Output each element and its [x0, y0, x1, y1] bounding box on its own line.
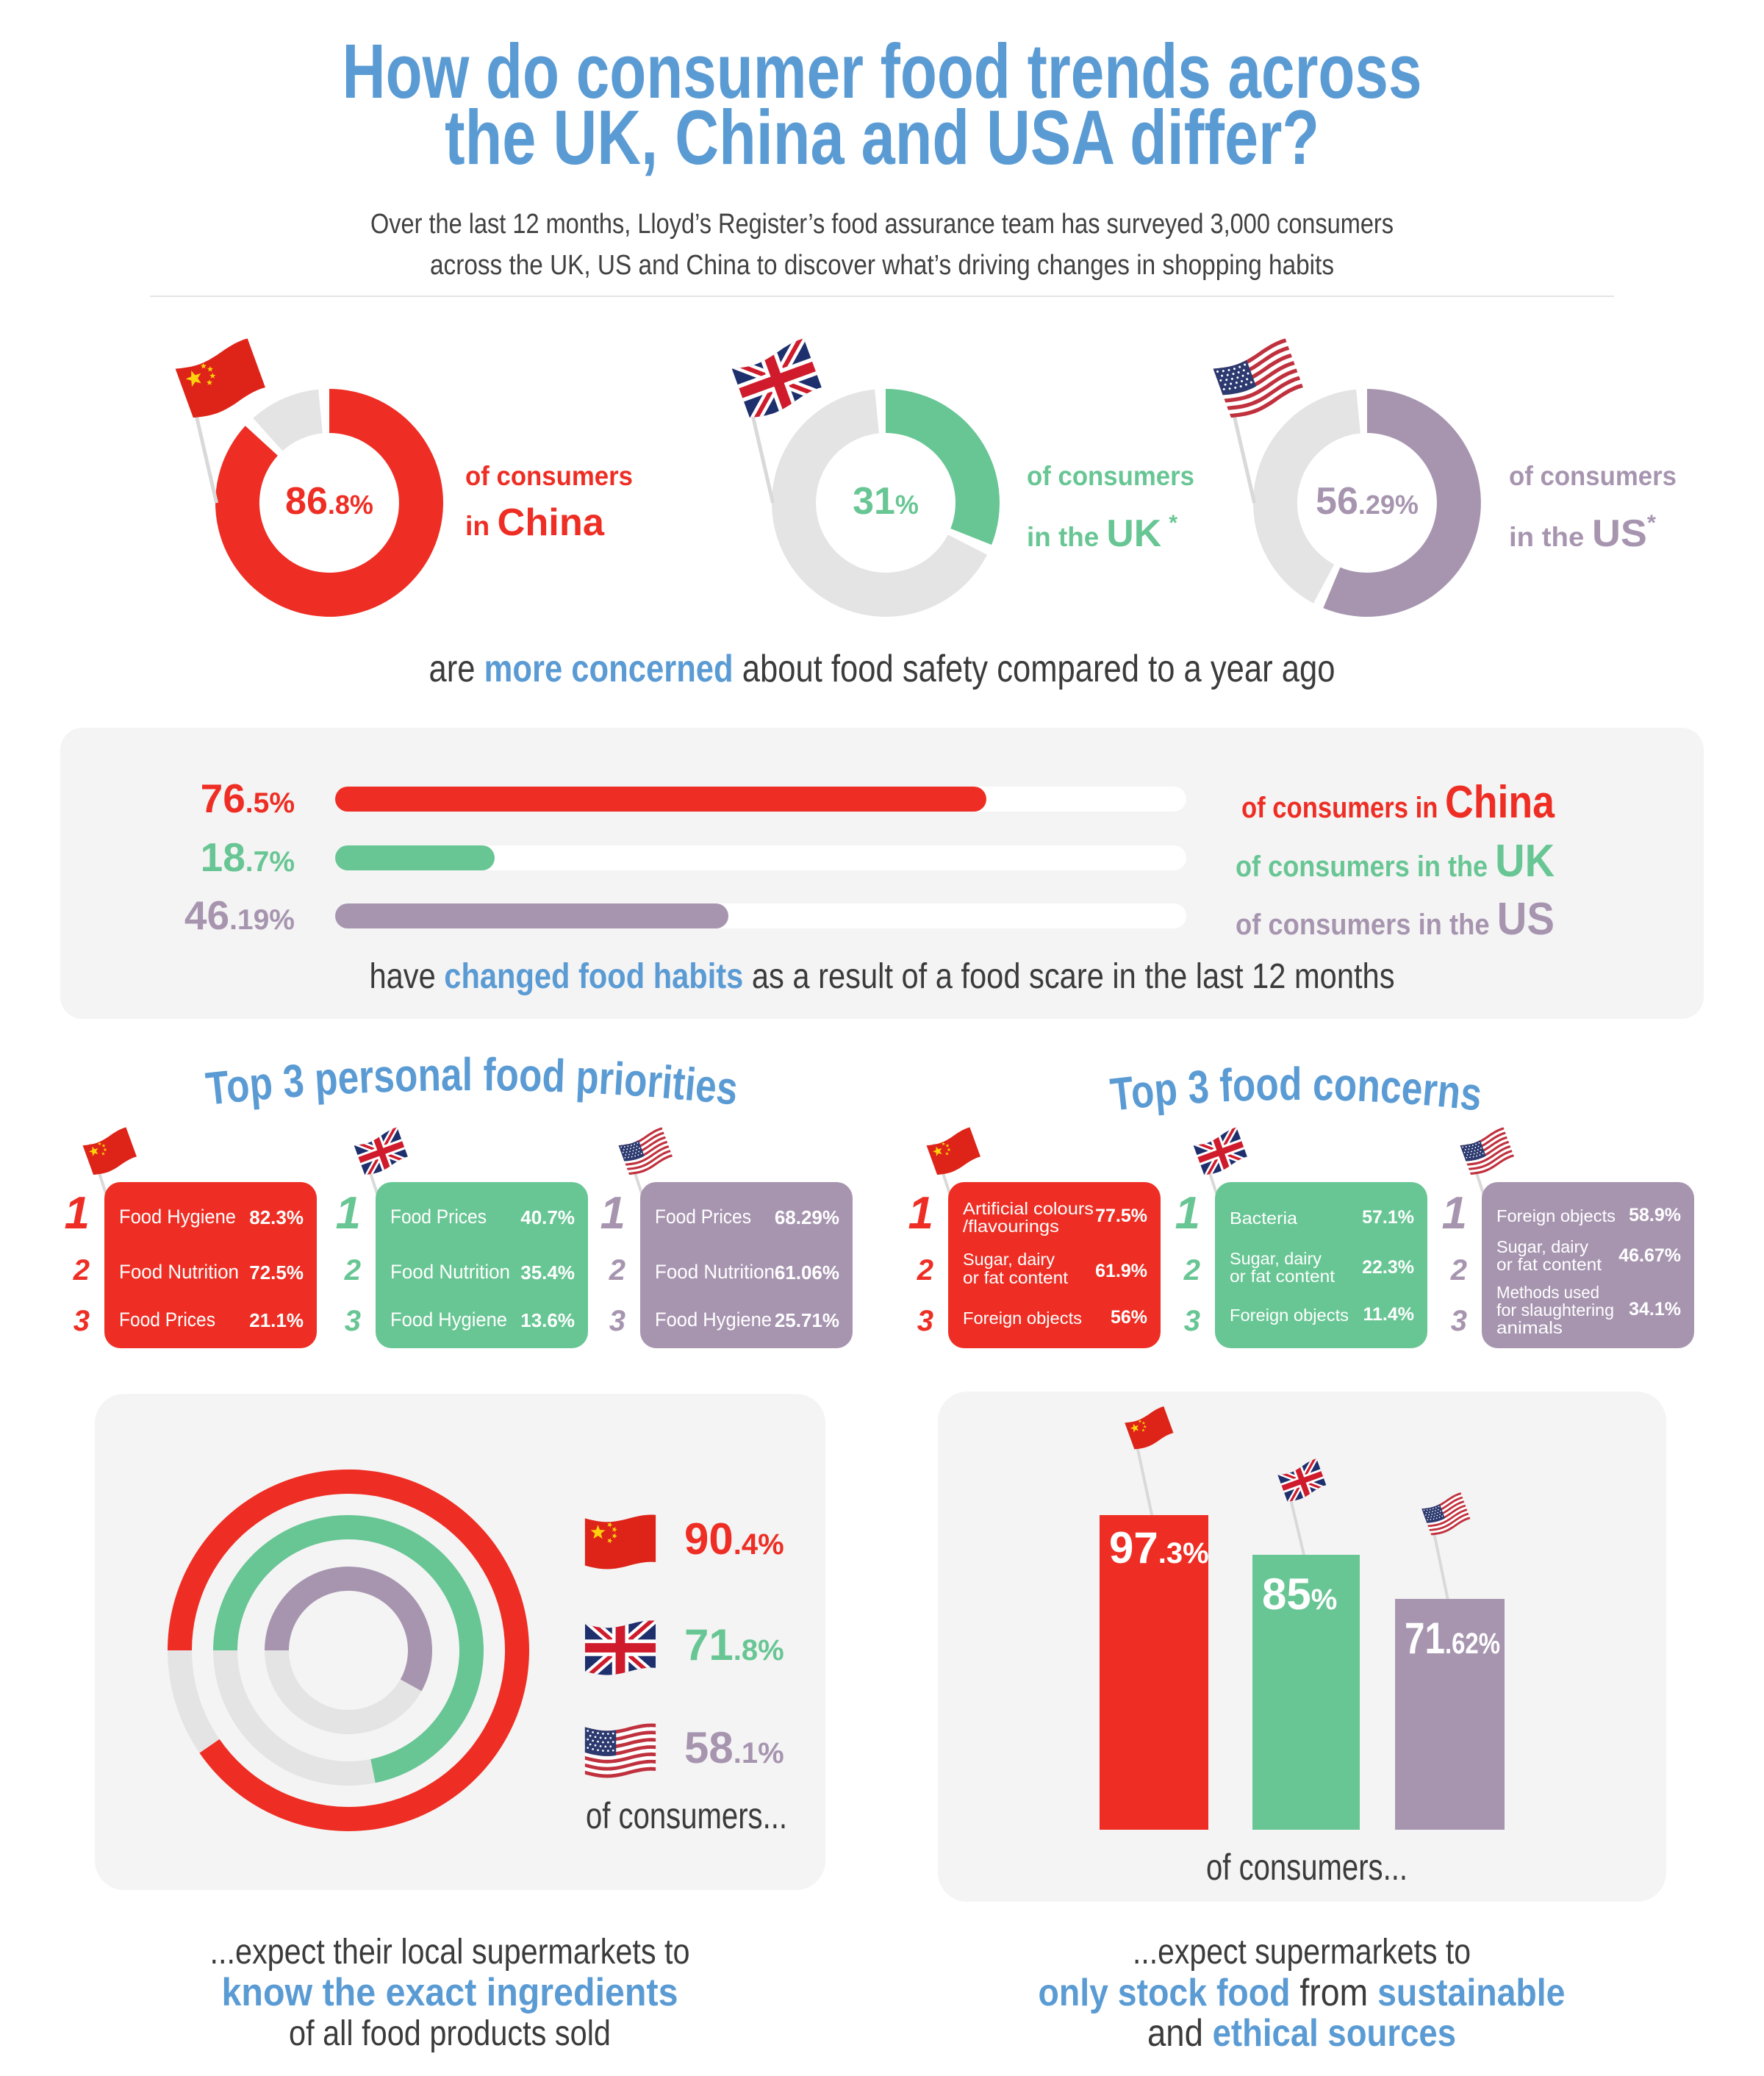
svg-text:Top 3 food concerns: Top 3 food concerns [1108, 1059, 1484, 1121]
svg-text:Top 3 personal food priorities: Top 3 personal food priorities [204, 1049, 740, 1115]
